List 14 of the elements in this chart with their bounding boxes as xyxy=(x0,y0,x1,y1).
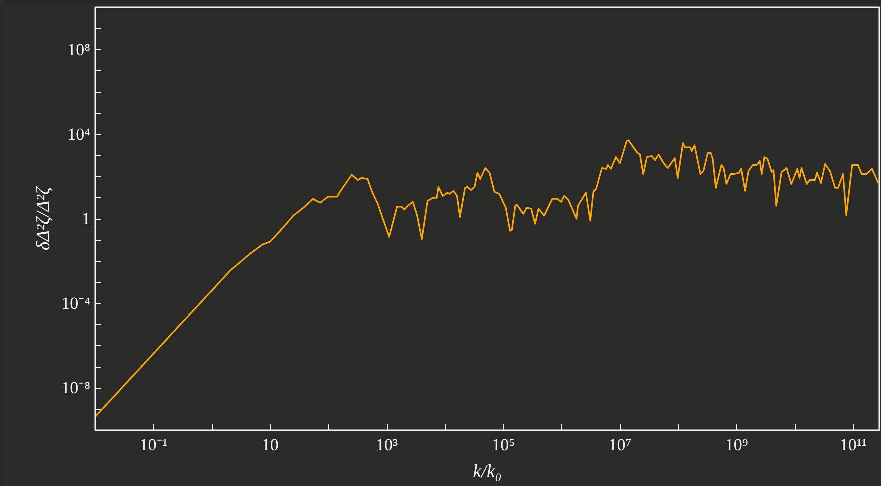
x-tick-label: 10⁻¹ xyxy=(140,436,168,454)
x-tick-label: 10⁹ xyxy=(725,436,748,454)
y-tick-label: 10⁻⁴ xyxy=(62,294,91,314)
x-tick-label: 10⁷ xyxy=(608,436,632,454)
x-tick-label: 10⁵ xyxy=(492,436,516,454)
y-tick-label: 1 xyxy=(82,210,90,228)
x-tick-label: 10³ xyxy=(376,436,398,454)
y-tick-label: 10⁻⁸ xyxy=(62,378,91,398)
y-tick-label: 10⁸ xyxy=(68,40,91,60)
x-tick-label: 10 xyxy=(262,436,279,454)
x-axis-title: k/k₀ xyxy=(473,462,502,482)
y-tick-label: 10⁴ xyxy=(68,124,91,144)
y-axis-title: δΔ²ζ/Δ²ζ xyxy=(34,186,55,251)
x-tick-label: 10¹¹ xyxy=(840,436,868,454)
